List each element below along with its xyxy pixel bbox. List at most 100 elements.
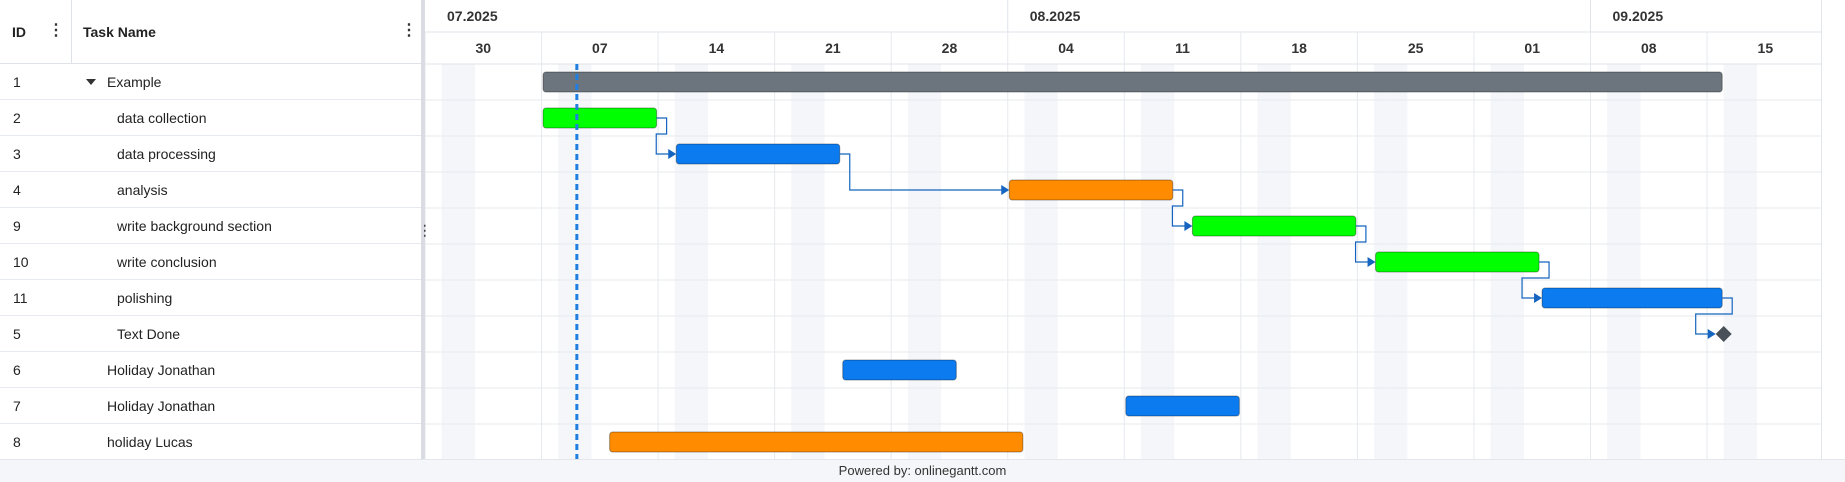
column-header-task-name[interactable]: Task Name ⋮	[72, 0, 421, 64]
dependency-arrow-icon	[1534, 293, 1543, 303]
week-label: 11	[1175, 40, 1190, 56]
week-label: 15	[1758, 40, 1774, 56]
task-id: 6	[13, 362, 21, 378]
week-label: 08	[1641, 40, 1657, 56]
weekend-column	[441, 64, 459, 459]
weekend-column	[1140, 64, 1158, 459]
task-row[interactable]: 2 data collection	[0, 100, 421, 136]
month-label: 07.2025	[447, 8, 498, 24]
weekend-column	[1157, 64, 1175, 459]
task-id: 10	[13, 254, 29, 270]
week-label: 01	[1524, 40, 1540, 56]
dependency-arrow-icon	[1184, 221, 1193, 231]
weekend-column	[1041, 64, 1058, 459]
task-name: Text Done	[117, 326, 181, 342]
task-name-column-menu-icon[interactable]: ⋮	[401, 22, 417, 39]
task-row[interactable]: 7 Holiday Jonathan	[0, 388, 421, 424]
powered-by-text: Powered by: onlinegantt.com	[838, 463, 1007, 478]
weekend-column	[791, 64, 808, 459]
task-row[interactable]: 3 data processing	[0, 136, 421, 172]
dependency-arrow-icon	[668, 149, 677, 159]
weekend-column	[907, 64, 925, 459]
task-name: Holiday Jonathan	[107, 362, 216, 378]
task-bar[interactable]	[1008, 179, 1174, 201]
weekend-column	[924, 64, 942, 459]
task-row[interactable]: 1 Example	[0, 64, 421, 100]
task-row[interactable]: 9 write background section	[0, 208, 421, 244]
dependency-link	[655, 117, 670, 155]
task-row[interactable]: 5 Text Done	[0, 316, 421, 352]
vertical-scrollbar[interactable]	[1821, 0, 1845, 459]
weekend-column	[458, 64, 475, 459]
dependency-arrow-icon	[1001, 185, 1010, 195]
dependency-link	[1521, 261, 1550, 299]
task-id: 1	[13, 74, 21, 90]
column-header-task-name-label: Task Name	[83, 23, 156, 40]
week-label: 25	[1408, 40, 1424, 56]
summary-bar[interactable]	[542, 71, 1723, 93]
dependency-arrow-icon	[1707, 329, 1716, 339]
task-id: 3	[13, 146, 21, 162]
week-label: 14	[709, 40, 725, 56]
month-label: 09.2025	[1613, 8, 1664, 24]
weekend-column	[574, 64, 592, 459]
task-row[interactable]: 11 polishing	[0, 280, 421, 316]
task-id: 2	[13, 110, 21, 126]
task-id: 11	[13, 290, 28, 306]
dependency-link	[839, 153, 1003, 191]
dependency-arrow-icon	[1367, 257, 1376, 267]
column-header-id-label: ID	[12, 23, 26, 40]
weekend-column	[558, 64, 575, 459]
id-column-menu-icon[interactable]: ⋮	[48, 22, 64, 39]
task-id: 5	[13, 326, 21, 342]
task-row[interactable]: 4 analysis	[0, 172, 421, 208]
weekend-column	[1257, 64, 1275, 459]
weekend-column	[1274, 64, 1291, 459]
task-row[interactable]: 6 Holiday Jonathan	[0, 352, 421, 388]
week-label: 07	[592, 40, 608, 56]
task-id: 9	[13, 218, 21, 234]
weekend-column	[674, 64, 692, 459]
task-name: holiday Lucas	[107, 434, 193, 450]
task-bar[interactable]	[675, 143, 841, 165]
column-header-id[interactable]: ID ⋮	[0, 0, 72, 64]
weekend-column	[691, 64, 709, 459]
task-bar[interactable]	[842, 359, 957, 381]
weekend-column	[1024, 64, 1042, 459]
weekend-column	[1607, 64, 1624, 459]
collapse-caret-icon[interactable]	[86, 79, 96, 85]
task-bar[interactable]	[1125, 395, 1240, 417]
task-id: 7	[13, 398, 21, 414]
task-bar[interactable]	[542, 107, 658, 129]
task-name: Holiday Jonathan	[107, 398, 216, 414]
milestone-diamond[interactable]	[1715, 326, 1732, 342]
footer: Powered by: onlinegantt.com	[0, 459, 1845, 482]
task-grid: ID ⋮ Task Name ⋮ 1 Example 2 data collectio…	[0, 0, 432, 460]
task-bar[interactable]	[609, 431, 1024, 453]
week-label: 21	[825, 40, 841, 56]
dependency-link	[1171, 189, 1186, 227]
dependency-link	[1354, 225, 1369, 263]
task-bar[interactable]	[1541, 287, 1723, 309]
task-bar[interactable]	[1375, 251, 1540, 273]
week-label: 18	[1291, 40, 1307, 56]
week-label: 30	[475, 40, 491, 56]
task-bar[interactable]	[1191, 215, 1357, 237]
weekend-column	[1723, 64, 1741, 459]
weekend-column	[1740, 64, 1757, 459]
task-row[interactable]: 8 holiday Lucas	[0, 424, 421, 460]
gantt-chart: 07.2025 08.2025 09.2025 30 07 14 21 28 04 11 18 25 0…	[425, 0, 1821, 459]
task-name: write background section	[117, 218, 272, 234]
weekend-column	[807, 64, 825, 459]
task-row[interactable]: 10 write conclusion	[0, 244, 421, 280]
task-id: 4	[13, 182, 21, 198]
month-label: 08.2025	[1030, 8, 1081, 24]
week-label: 28	[942, 40, 958, 56]
task-id: 8	[13, 434, 21, 450]
task-name: write conclusion	[117, 254, 217, 270]
gantt-chart-svg: 07.2025 08.2025 09.2025 30 07 14 21 28 04 11 18 25 0…	[425, 0, 1821, 459]
week-label: 04	[1058, 40, 1074, 56]
task-name: Example	[107, 74, 162, 90]
task-name: analysis	[117, 182, 168, 198]
